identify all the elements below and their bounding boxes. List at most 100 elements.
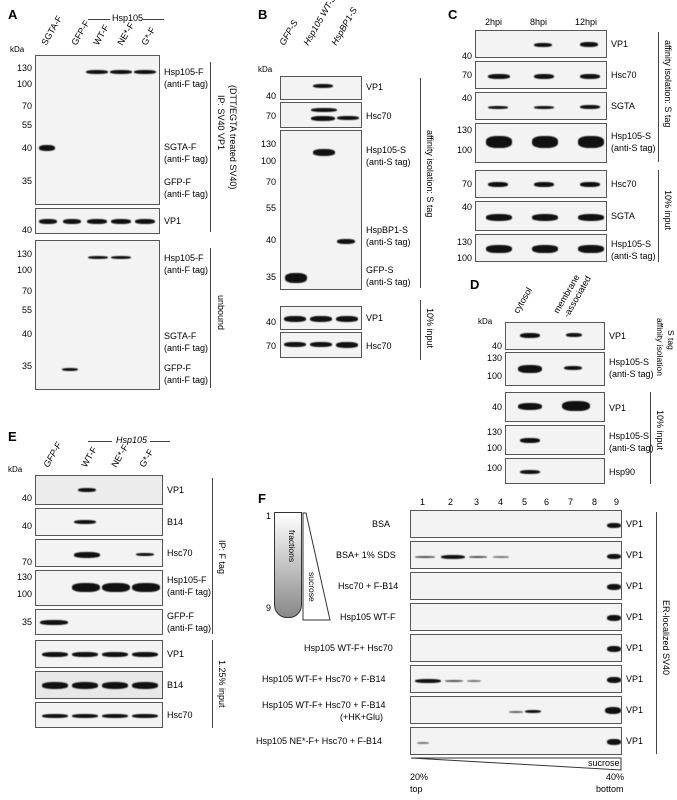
panel-c-side-top: affinity isolation: S tag xyxy=(663,40,673,128)
panel-f-row-label-7: Hsp105 WT-F+ Hsc70 + F-B14 xyxy=(262,700,386,710)
panel-a-mw-130: 130 xyxy=(16,63,32,73)
panel-a-ub-gfp: GFP-F xyxy=(164,363,191,373)
panel-d-blot-hsp105 xyxy=(505,352,605,386)
panel-b-input-mw-70: 70 xyxy=(265,341,276,351)
panel-a-group-label: Hsp105 xyxy=(112,13,144,23)
panel-b-mw-100: 100 xyxy=(260,156,276,166)
panel-b-mw-55: 55 xyxy=(265,203,276,213)
band xyxy=(336,316,358,322)
panel-e-input-label-hsc70: Hsc70 xyxy=(167,710,193,720)
band xyxy=(135,219,155,224)
band xyxy=(74,520,96,524)
band xyxy=(580,182,600,187)
panel-a-lane-5: G*-F xyxy=(139,25,158,47)
panel-e-mw-4: 130 xyxy=(16,572,32,582)
panel-f-bottom-left-1: 20% xyxy=(410,772,429,782)
panel-c-input-label-hsp105: Hsp105-S xyxy=(611,239,652,249)
panel-f-row-3 xyxy=(410,572,622,600)
panel-b-input-bracket xyxy=(420,300,421,360)
band xyxy=(102,583,130,592)
band xyxy=(605,707,621,714)
panel-c-mw-8: 130 xyxy=(456,237,472,247)
panel-b-input-hsc-label: Hsc70 xyxy=(366,341,392,351)
band xyxy=(441,555,465,559)
band xyxy=(580,105,600,109)
band xyxy=(132,714,158,718)
panel-e-mw-1: 40 xyxy=(21,493,32,503)
panel-b-label-hspbp1-tag: (anti-S tag) xyxy=(366,237,411,247)
panel-b-lane-1: GFP-S xyxy=(277,18,300,47)
band xyxy=(578,245,604,253)
panel-d-input-vp1 xyxy=(505,392,605,422)
panel-d-input-hsp105 xyxy=(505,425,605,455)
band xyxy=(87,219,107,224)
band xyxy=(42,682,68,689)
panel-e-label-gfp: GFP-F xyxy=(167,611,194,621)
band xyxy=(42,652,68,657)
panel-c-lane-3: 12hpi xyxy=(575,17,598,27)
band xyxy=(313,149,335,156)
panel-f-row-5 xyxy=(410,634,622,662)
panel-d-input-bracket xyxy=(650,392,651,484)
panel-f-row-label-2: BSA+ 1% SDS xyxy=(336,550,396,560)
panel-f-row-label-7-extra: (+HK+Glu) xyxy=(340,712,384,722)
panel-b-blot-vp1 xyxy=(280,76,362,100)
panel-e-blot-vp1 xyxy=(35,475,163,505)
panel-d-side-top-2: S tag xyxy=(666,330,676,350)
band xyxy=(525,710,541,713)
panel-c-input-hsc70 xyxy=(475,170,607,198)
panel-c-label-hsp105-tag: (anti-S tag) xyxy=(611,143,656,153)
panel-c-input-sgta xyxy=(475,201,607,231)
panel-b-hsc-label: Hsc70 xyxy=(366,111,392,121)
panel-b-mw-35: 35 xyxy=(265,272,276,282)
panel-e-side-bottom: 1.25% input xyxy=(217,660,227,708)
band xyxy=(415,679,441,683)
band xyxy=(607,646,621,652)
panel-a-mw-55: 55 xyxy=(21,120,32,130)
panel-a-ub-mw-70: 70 xyxy=(21,286,32,296)
band xyxy=(102,652,128,657)
band xyxy=(39,219,57,224)
panel-a-lane-1: SGTA-F xyxy=(39,13,65,47)
panel-c-input-bracket xyxy=(658,170,659,262)
band xyxy=(132,583,160,592)
panel-c-label-vp1: VP1 xyxy=(611,39,629,49)
band xyxy=(102,714,128,718)
panel-f-side-label: ER-localized SV40 xyxy=(661,600,671,676)
band xyxy=(284,342,306,347)
panel-d-label-vp1: VP1 xyxy=(609,331,627,341)
band xyxy=(311,116,335,121)
panel-d-input-label-hsp105: Hsp105-S xyxy=(609,431,650,441)
panel-a-blot-top xyxy=(35,55,160,205)
panel-c-label-hsc70: Hsc70 xyxy=(611,70,637,80)
panel-f-row-4 xyxy=(410,603,622,631)
panel-c-blot-hsp105 xyxy=(475,123,607,163)
panel-f-bottom-right-2: bottom xyxy=(596,784,624,794)
panel-a-ub-mw-35: 35 xyxy=(21,361,32,371)
panel-f-row-7 xyxy=(410,696,622,724)
panel-f-row-8 xyxy=(410,727,622,755)
panel-c-mw-9: 100 xyxy=(456,253,472,263)
panel-e-group-line xyxy=(88,441,112,442)
fraction-number: 9 xyxy=(614,497,620,507)
panel-a-blot-unbound xyxy=(35,240,160,390)
panel-c-side-bracket xyxy=(658,32,659,162)
panel-a-vp1-mw: 40 xyxy=(21,225,32,235)
band xyxy=(313,84,333,88)
band xyxy=(518,403,542,410)
panel-c-mw-7: 40 xyxy=(461,202,472,212)
panel-d-label-hsp105-tag: (anti-S tag) xyxy=(609,369,654,379)
panel-d-label: D xyxy=(470,277,480,292)
panel-c-input-label-sgta: SGTA xyxy=(611,211,635,221)
fraction-number: 8 xyxy=(592,497,598,507)
band xyxy=(336,342,358,348)
panel-e-label-hsc70: Hsc70 xyxy=(167,548,193,558)
panel-e-label-gfp-tag: (anti-F tag) xyxy=(167,623,212,633)
band xyxy=(488,182,508,187)
band xyxy=(564,366,582,370)
panel-e-input-bracket xyxy=(212,640,213,728)
panel-a-mw-70: 70 xyxy=(21,101,32,111)
panel-a-group-line-2 xyxy=(142,19,164,20)
panel-b-vp1-mw: 40 xyxy=(265,91,276,101)
panel-b-label-gfp: GFP-S xyxy=(366,265,394,275)
